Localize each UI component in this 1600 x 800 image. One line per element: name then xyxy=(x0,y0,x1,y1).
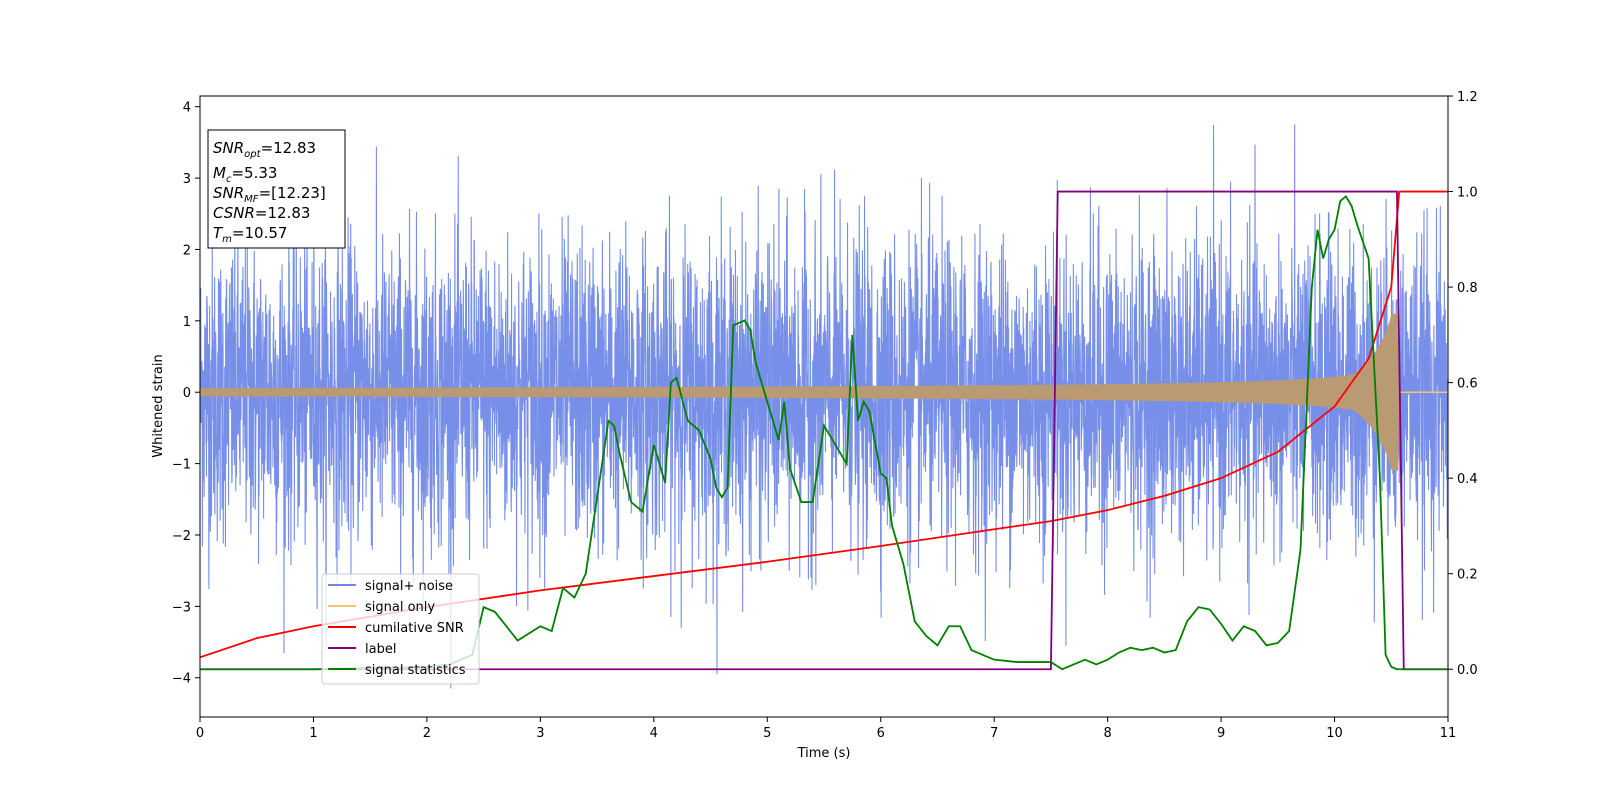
x-tick-label: 2 xyxy=(423,726,431,741)
legend-label-stats: signal statistics xyxy=(365,663,466,678)
legend-label-label: label xyxy=(365,642,396,657)
x-tick-label: 6 xyxy=(877,726,885,741)
legend-label-noise: signal+ noise xyxy=(365,579,453,594)
y2-tick-label: 1.0 xyxy=(1457,186,1478,201)
y-tick-label: 1 xyxy=(183,315,191,330)
legend: signal+ noise signal only cumilative SNR… xyxy=(321,573,480,685)
series-signal-only xyxy=(200,313,1448,471)
y2-tick-label: 0.2 xyxy=(1457,568,1478,583)
info-chirp-mass: Mc=5.33 xyxy=(213,164,277,185)
y-tick-label: 4 xyxy=(183,101,191,116)
y-tick-label: 3 xyxy=(183,172,191,187)
y-tick-label: −3 xyxy=(172,600,191,615)
legend-label-csnr: cumilative SNR xyxy=(365,621,464,636)
info-merger-time: Tm=10.57 xyxy=(213,224,287,245)
x-tick-label: 1 xyxy=(309,726,317,741)
y-tick-label: −4 xyxy=(172,672,191,687)
info-snr-opt: SNRopt=12.83 xyxy=(213,139,316,160)
x-axis-label: Time (s) xyxy=(797,746,851,761)
info-box: SNRopt=12.83 Mc=5.33 SNRMF=[12.23] CSNR=… xyxy=(207,129,346,249)
y2-tick-label: 0.0 xyxy=(1457,663,1478,678)
y2-tick-label: 0.4 xyxy=(1457,472,1478,487)
y-tick-label: −1 xyxy=(172,458,191,473)
info-box-frame xyxy=(207,129,346,249)
x-tick-label: 11 xyxy=(1440,726,1457,741)
y-axis-label: Whitened strain xyxy=(151,354,166,457)
x-tick-label: 5 xyxy=(763,726,771,741)
x-tick-label: 10 xyxy=(1326,726,1343,741)
axes-frame xyxy=(199,95,1449,718)
y-axis-left: −4 −3 −2 −1 0 1 2 3 4 xyxy=(172,101,200,687)
x-tick-label: 4 xyxy=(650,726,658,741)
x-axis: 0 1 2 3 4 5 6 7 8 9 10 11 xyxy=(196,717,1456,741)
y2-tick-label: 0.8 xyxy=(1457,281,1478,296)
info-snr-mf: SNRMF=[12.23] xyxy=(213,184,326,205)
x-tick-label: 0 xyxy=(196,726,204,741)
y2-tick-label: 0.6 xyxy=(1457,377,1478,392)
legend-frame xyxy=(321,573,480,685)
legend-label-signal: signal only xyxy=(365,600,435,615)
x-tick-label: 3 xyxy=(536,726,544,741)
x-tick-label: 7 xyxy=(990,726,998,741)
y-tick-label: 0 xyxy=(183,386,191,401)
y-tick-label: −2 xyxy=(172,529,191,544)
info-csnr: CSNR=12.83 xyxy=(213,204,310,222)
y2-tick-label: 1.2 xyxy=(1457,90,1478,105)
series-signal-statistics xyxy=(200,194,1448,671)
y-tick-label: 2 xyxy=(183,243,191,258)
x-tick-label: 8 xyxy=(1103,726,1111,741)
x-tick-label: 9 xyxy=(1217,726,1225,741)
y-axis-right: 0.0 0.2 0.4 0.6 0.8 1.0 1.2 xyxy=(1448,90,1478,678)
